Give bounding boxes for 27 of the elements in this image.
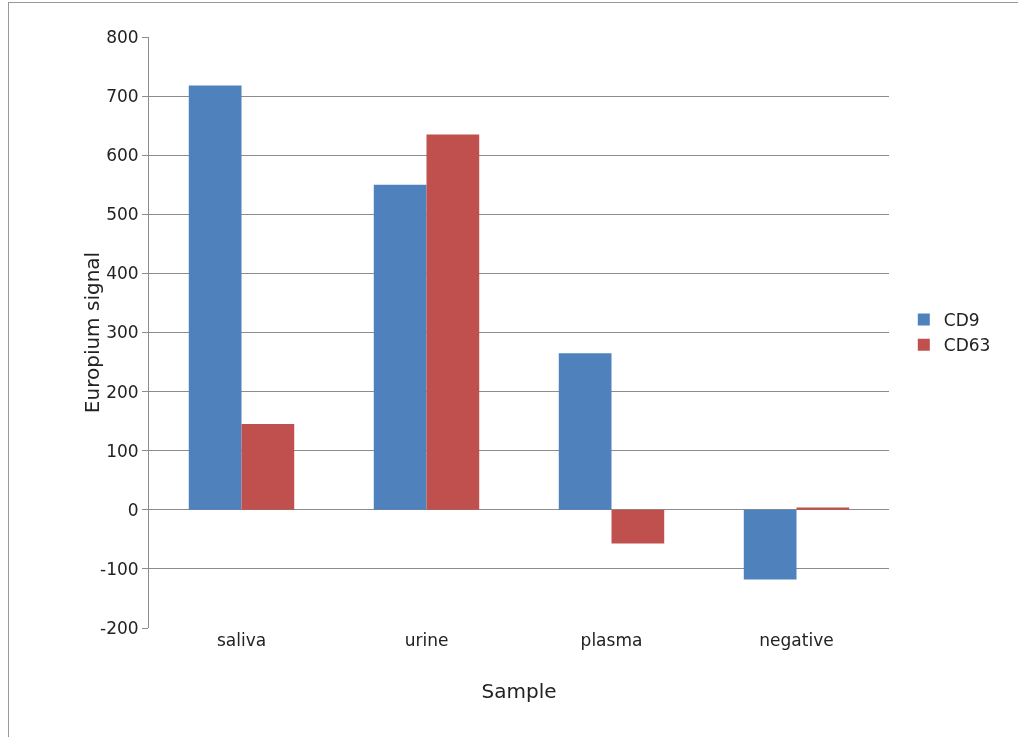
y-axis-title: Europium signal (80, 251, 104, 414)
y-tick-label: 0 (127, 499, 139, 520)
y-tick-label: 600 (106, 145, 139, 166)
x-axis-title: Sample (481, 679, 557, 703)
x-tick-label: saliva (216, 630, 267, 650)
legend-label: CD63 (943, 335, 991, 356)
legend-label: CD9 (943, 310, 980, 331)
y-tick-label: 400 (106, 263, 139, 284)
y-tick-label: 500 (106, 204, 139, 225)
bar (426, 134, 480, 510)
x-tick-label: urine (404, 630, 449, 650)
y-tick-label: 800 (106, 26, 139, 47)
bar (373, 184, 427, 510)
x-tick-label: negative (759, 630, 834, 650)
bar (611, 509, 665, 544)
bar (743, 509, 797, 580)
y-tick-label: 200 (106, 381, 139, 402)
bar (241, 424, 295, 510)
bar (558, 353, 612, 510)
y-tick-label: 300 (106, 322, 139, 343)
bar (188, 85, 242, 510)
x-tick-label: plasma (580, 630, 643, 650)
y-tick-label: -200 (100, 617, 139, 638)
bar (796, 507, 850, 510)
y-tick-label: 100 (106, 440, 139, 461)
y-tick-label: -100 (100, 558, 139, 579)
y-tick-label: 700 (106, 86, 139, 107)
